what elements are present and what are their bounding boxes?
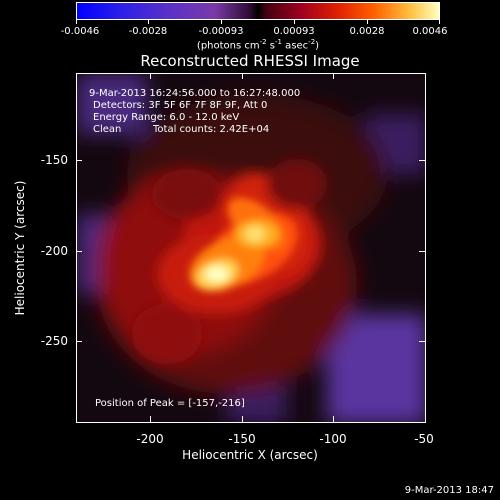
x-tick-label: -150 <box>228 432 256 446</box>
image-title: Reconstructed RHESSI Image <box>140 52 360 70</box>
colorbar-tick-label: 0.0028 <box>349 26 385 37</box>
plot-datestamp: 9-Mar-2013 18:47 <box>404 485 494 496</box>
energy-range: Energy Range: 6.0 - 12.0 keV <box>93 112 240 123</box>
colorbar-tick-label: -0.00093 <box>198 26 244 37</box>
x-tick-label: -100 <box>319 432 347 446</box>
colorbar-tick-label: 0.00093 <box>273 26 315 37</box>
rhessi-image <box>77 74 425 422</box>
colorbar-tick-label: -0.0046 <box>60 26 100 37</box>
colorbar-tick-label: -0.0028 <box>128 26 168 37</box>
x-tick-label: -200 <box>136 432 164 446</box>
y-tick-label: -250 <box>40 334 68 348</box>
colorbar-units: (photons cm-2 s-1 asec-2) <box>196 38 320 52</box>
y-axis-label: Heliocentric Y (arcsec) <box>13 180 27 316</box>
colorbar-tick-label: 0.0046 <box>412 26 448 37</box>
y-tick-label: -150 <box>40 153 68 167</box>
x-tick-label: -50 <box>414 432 434 446</box>
clean-label: Clean <box>93 124 122 135</box>
time-range: 9-Mar-2013 16:24:56.000 to 16:27:48.000 <box>89 88 301 99</box>
total-counts: Total counts: 2.42E+04 <box>153 124 270 135</box>
y-tick-label: -200 <box>40 244 68 258</box>
rhessi-image-plot: 9-Mar-2013 16:24:56.000 to 16:27:48.000 … <box>76 73 426 423</box>
peak-position: Position of Peak = [-157,-216] <box>95 398 245 409</box>
detectors-info: Detectors: 3F 5F 6F 7F 8F 9F, Att 0 <box>93 100 268 111</box>
x-axis-label: Heliocentric X (arcsec) <box>182 448 318 462</box>
colorbar <box>76 2 440 20</box>
